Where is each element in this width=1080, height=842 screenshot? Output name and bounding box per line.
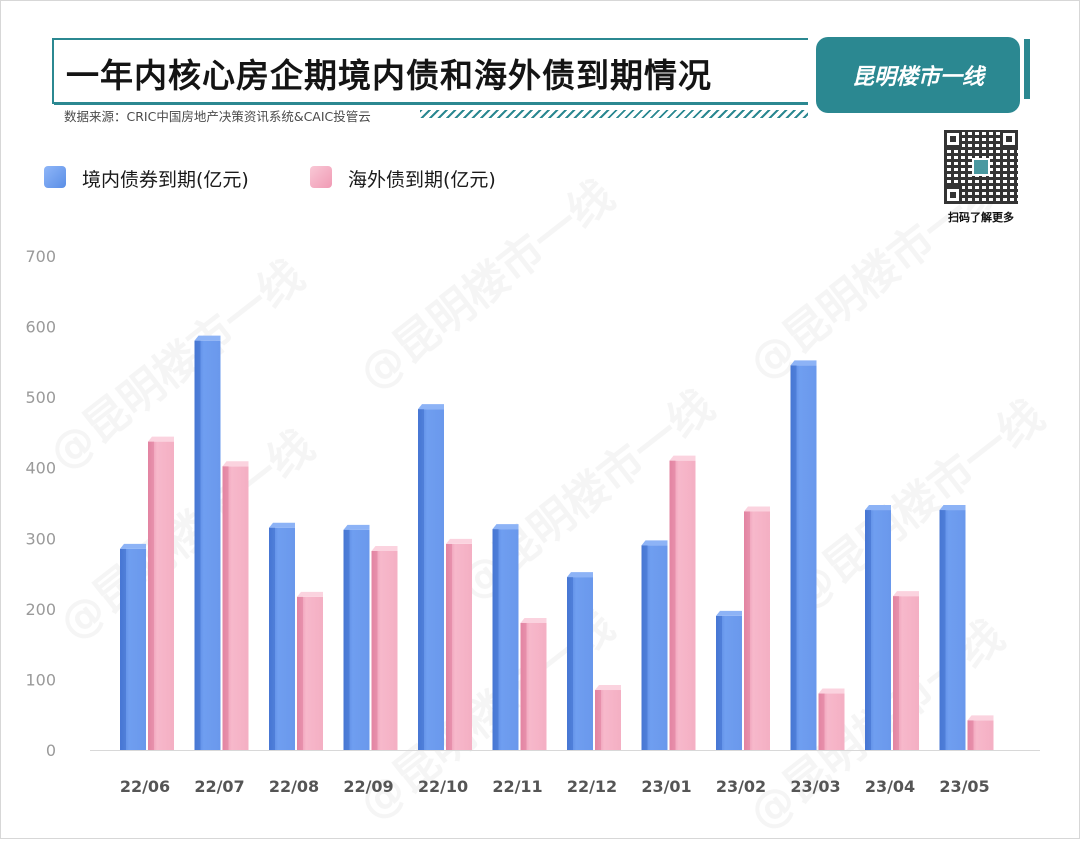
bar-overseas-edge [371,550,378,750]
legend-swatch-domestic [44,166,66,188]
legend-label-domestic: 境内债券到期(亿元) [82,169,249,191]
bar-overseas-top [222,461,249,467]
bar-domestic-edge [939,510,946,750]
x-tick-label: 22/08 [269,777,319,796]
x-tick-label: 23/02 [716,777,766,796]
decorative-stripes [420,110,808,118]
bar-overseas-edge [446,543,452,750]
bar-overseas-top [148,436,174,442]
bar-domestic-top [865,505,891,511]
bar-overseas-edge [669,460,676,750]
x-tick-label: 22/11 [492,777,542,796]
bar-domestic-top [269,522,295,528]
bar-domestic-top [120,543,146,549]
bar-domestic-edge [865,510,871,750]
legend-swatch-overseas [310,166,332,188]
x-tick-label: 23/03 [790,777,840,796]
bar-domestic-edge [567,577,573,750]
y-tick-label: 200 [25,600,56,619]
chart-title: 一年内核心房企期境内债和海外债到期情况 [66,56,712,95]
x-tick-label: 22/07 [194,777,244,796]
bar-overseas-edge [818,693,825,750]
bar-overseas-edge [595,690,601,750]
y-tick-label: 300 [25,529,56,548]
x-tick-label: 22/06 [120,777,170,796]
bar-domestic-edge [194,340,201,750]
bar-overseas-top [297,591,323,597]
y-tick-label: 500 [25,388,56,407]
bar-overseas-top [967,715,994,721]
bar-overseas-top [744,506,770,512]
bar-overseas-top [818,688,845,694]
bar-overseas-edge [520,622,527,750]
bar-overseas-top [446,538,472,544]
bar-domestic-top [790,360,817,366]
bar-domestic-top [641,540,668,546]
x-tick-label: 22/09 [343,777,393,796]
bar-overseas-edge [297,596,303,750]
x-tick-label: 22/12 [567,777,617,796]
x-tick-label: 23/05 [939,777,989,796]
title-frame [52,38,808,104]
bar-domestic-top [567,572,593,578]
bar-overseas-top [595,685,621,691]
qr-finder [1000,130,1018,148]
brand-name: 昆明楼市一线 [851,65,984,90]
bar-domestic-edge [641,545,648,750]
bar-domestic-edge [492,529,499,750]
bar-overseas-top [520,617,547,623]
bar-domestic-edge [343,529,350,750]
bar-domestic-top [716,610,742,616]
y-tick-label: 100 [25,670,56,689]
qr-caption: 扫码了解更多 [948,211,1014,224]
x-tick-label: 23/01 [641,777,691,796]
bar-domestic-top [343,524,370,530]
y-tick-label: 600 [25,318,56,337]
bar-overseas-top [669,455,696,461]
bar-overseas-edge [148,441,154,750]
bar-overseas-edge [744,511,750,750]
bar-domestic-top [939,505,966,511]
bar-domestic-edge [418,409,424,750]
bar-overseas-edge [967,720,974,750]
bar-domestic-top [194,335,221,341]
title-underline [54,102,808,105]
x-tick-label: 23/04 [865,777,915,796]
legend-label-overseas: 海外债到期(亿元) [348,169,496,191]
bar-domestic-top [492,524,519,530]
bar-domestic-top [418,404,444,410]
bar-overseas-edge [893,596,899,750]
brand-badge: 昆明楼市一线 [816,37,1030,113]
x-tick-label: 22/10 [418,777,468,796]
bar-overseas-edge [222,466,229,750]
y-tick-label: 400 [25,459,56,478]
qr-logo-icon [972,158,990,176]
bar-overseas-top [371,545,398,551]
qr-finder [944,186,962,204]
bar-overseas-top [893,591,919,597]
y-tick-label: 700 [25,247,56,266]
data-source: 数据来源：CRIC中国房地产决策资讯系统&CAIC投管云 [64,109,371,124]
y-tick-label: 0 [46,741,56,760]
bar-domestic-edge [120,548,126,750]
bar-domestic-edge [269,527,275,750]
bar-domestic-edge [716,615,722,750]
bar-domestic-edge [790,365,797,750]
qr-code[interactable] [944,130,1018,204]
qr-finder [944,130,962,148]
